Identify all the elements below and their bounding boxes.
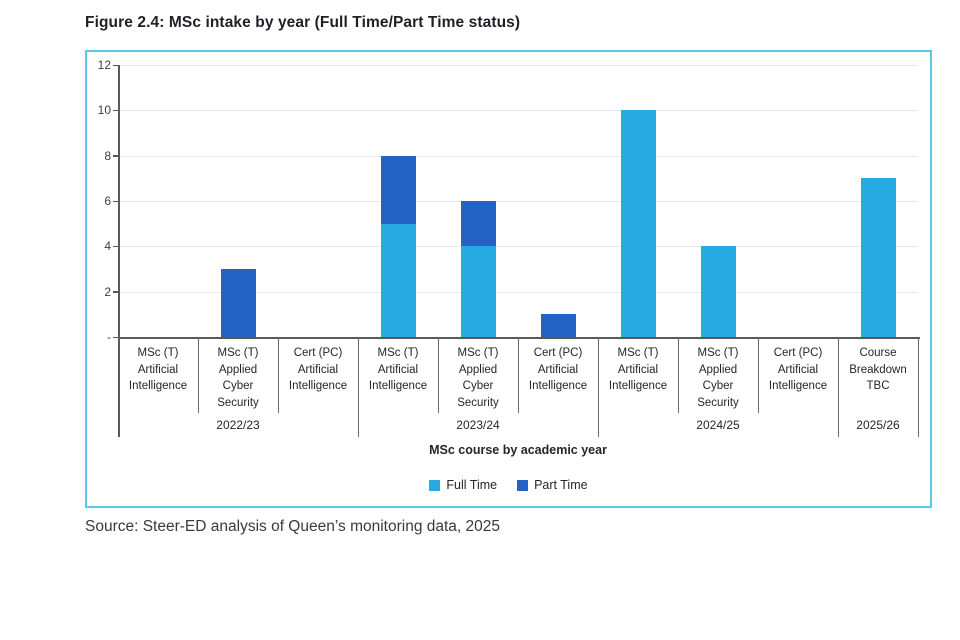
y-tick-label: 10 — [97, 103, 111, 118]
y-tick-mark — [113, 336, 118, 338]
x-group-year-label: 2022/23 — [216, 418, 260, 432]
gridline — [118, 246, 918, 248]
legend-label: Part Time — [534, 478, 588, 492]
category-group-separator — [598, 337, 600, 437]
y-tick-label: 6 — [104, 194, 111, 208]
x-category-label: Cert (PC) Artificial Intelligence — [288, 347, 348, 392]
y-tick-mark — [113, 109, 118, 112]
y-tick-mark — [113, 155, 118, 157]
y-tick-mark — [113, 200, 118, 202]
category-separator — [758, 337, 760, 413]
category-separator — [438, 337, 440, 413]
category-separator — [198, 337, 200, 413]
gridline — [118, 155, 918, 157]
x-axis-title: MSc course by academic year — [429, 443, 607, 457]
y-tick-mark — [113, 291, 118, 293]
x-group-year-label: 2024/25 — [696, 418, 740, 432]
y-tick-label: 8 — [104, 148, 111, 163]
x-category-label: MSc (T) Applied Cyber Security — [217, 347, 259, 409]
bar-segment-part-time — [460, 201, 496, 247]
legend-item-full-time: Full Time — [429, 478, 497, 492]
bar-segment-full-time — [620, 110, 656, 337]
x-category-label: MSc (T) Artificial Intelligence — [128, 347, 188, 392]
y-tick-label: 4 — [104, 239, 111, 254]
gridline — [118, 201, 918, 202]
category-group-separator — [838, 337, 840, 437]
bar-segment-part-time — [380, 155, 416, 224]
bar-segment-full-time — [860, 178, 896, 337]
legend-item-part-time: Part Time — [517, 478, 588, 492]
x-category-label: MSc (T) Artificial Intelligence — [608, 347, 668, 392]
figure-title: Figure 2.4: MSc intake by year (Full Tim… — [85, 14, 521, 31]
y-tick-label: 12 — [97, 58, 111, 72]
y-tick-mark — [113, 245, 118, 248]
bar-segment-full-time — [380, 223, 416, 337]
legend-label: Full Time — [446, 478, 498, 492]
y-tick-mark — [113, 64, 118, 66]
source-text: Source: Steer-ED analysis of Queen’s mon… — [85, 518, 501, 535]
category-separator — [678, 337, 680, 413]
gridline — [118, 110, 918, 112]
x-group-year-label: 2023/24 — [456, 418, 500, 432]
chart-panel: MSc course by academic year Full Time Pa… — [85, 50, 932, 508]
x-category-label: Course Breakdown TBC — [849, 347, 907, 392]
y-tick-label: - — [107, 330, 111, 344]
gridline — [118, 65, 918, 66]
x-category-label: Cert (PC) Artificial Intelligence — [768, 347, 828, 392]
y-axis-line — [118, 65, 120, 437]
category-group-separator — [358, 337, 360, 437]
chart-legend: Full Time Part Time — [87, 478, 930, 492]
category-separator — [518, 337, 520, 413]
x-group-year-label: 2025/26 — [856, 418, 900, 432]
x-category-label: Cert (PC) Artificial Intelligence — [528, 347, 588, 392]
full-time-swatch-icon — [429, 479, 441, 491]
bar-segment-part-time — [220, 269, 256, 337]
bar-segment-part-time — [540, 314, 576, 337]
x-category-label: MSc (T) Artificial Intelligence — [368, 347, 428, 392]
bar-segment-full-time — [700, 246, 736, 337]
x-category-label: MSc (T) Applied Cyber Security — [697, 347, 739, 409]
category-separator — [278, 337, 280, 413]
y-tick-label: 2 — [104, 284, 111, 299]
part-time-swatch-icon — [517, 479, 529, 491]
bar-segment-full-time — [460, 246, 496, 337]
x-category-label: MSc (T) Applied Cyber Security — [457, 347, 499, 409]
category-group-separator — [918, 337, 920, 437]
gridline — [118, 291, 918, 293]
